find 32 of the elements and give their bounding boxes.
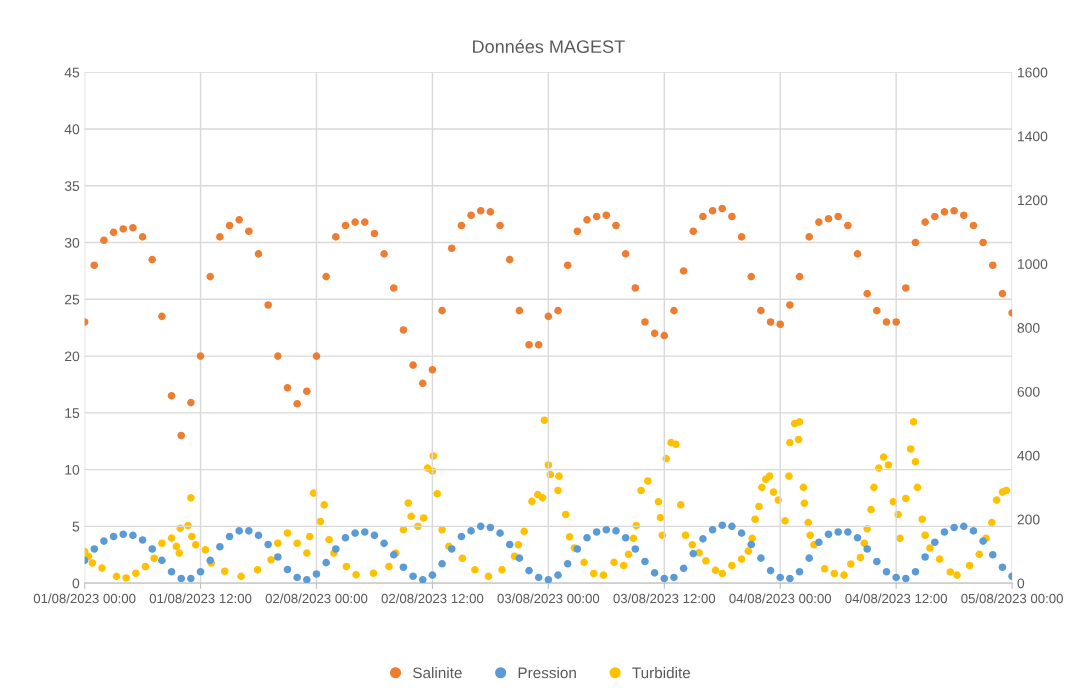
y2-tick-label: 0 [1017, 578, 1025, 589]
y-tick-label: 40 [64, 124, 80, 135]
y-tick-label: 15 [65, 408, 80, 418]
y2-tick-label: 400 [1017, 450, 1040, 461]
x-tick-label: 02/08/2023 00:00 [265, 593, 368, 604]
legend-label: Pression [518, 667, 576, 679]
chart-title: Données MAGEST [473, 39, 625, 54]
y-tick-label: 20 [65, 351, 80, 362]
x-tick-label: 05/08/2023 00:00 [961, 593, 1063, 604]
y-tick-label: 30 [64, 237, 80, 248]
x-tick-label: 01/08/2023 00:00 [33, 593, 136, 604]
x-tick-label: 01/08/2023 12:00 [149, 593, 252, 604]
y2-tick-label: 800 [1017, 323, 1040, 333]
y-tick-label: 25 [65, 294, 80, 305]
y2-tick-label: 1000 [1018, 259, 1048, 270]
x-tick-label: 04/08/2023 12:00 [845, 593, 948, 604]
x-tick-label: 02/08/2023 12:00 [381, 593, 484, 604]
legend-label: Turbidite [632, 667, 691, 679]
y2-tick-label: 1600 [1018, 67, 1048, 78]
y2-tick-label: 600 [1017, 386, 1040, 397]
x-tick-label: 03/08/2023 00:00 [497, 593, 600, 604]
y-tick-label: 5 [72, 521, 80, 532]
y-tick-label: 35 [64, 181, 80, 191]
y2-tick-label: 200 [1017, 514, 1040, 525]
y2-tick-label: 1400 [1018, 131, 1048, 142]
y-tick-label: 10 [65, 464, 80, 475]
y-tick-label: 0 [72, 578, 80, 589]
x-tick-label: 03/08/2023 12:00 [613, 593, 716, 604]
x-tick-label: 04/08/2023 00:00 [729, 593, 832, 604]
y2-tick-label: 1200 [1018, 195, 1048, 206]
y-tick-label: 45 [64, 67, 80, 78]
legend-label: Salinite [413, 667, 462, 679]
